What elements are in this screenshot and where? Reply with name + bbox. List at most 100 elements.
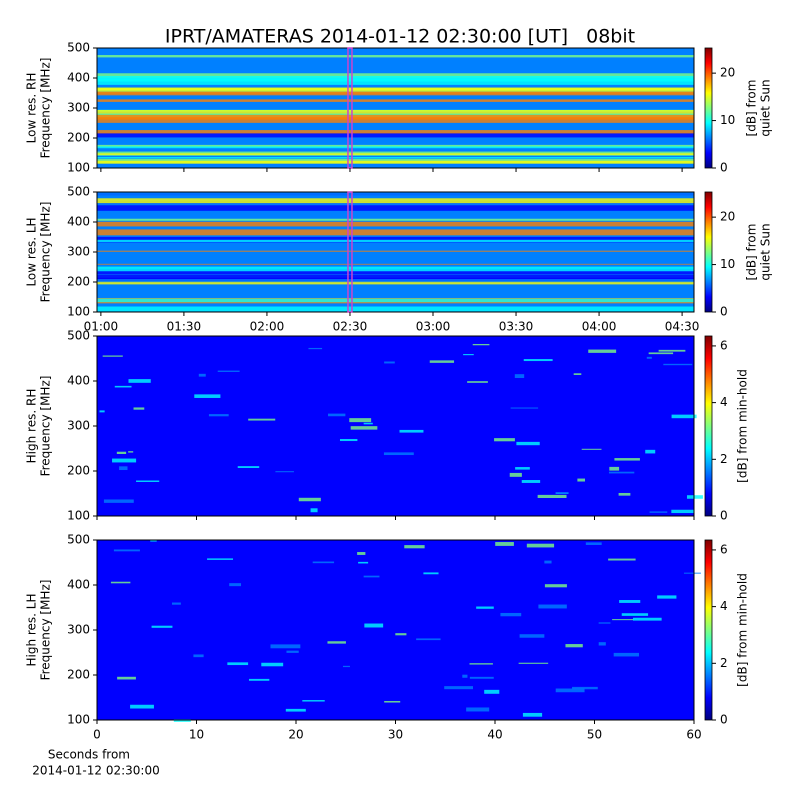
- spectrogram-texture: [349, 418, 372, 423]
- spectrogram-texture: [97, 130, 694, 134]
- spectrogram-texture: [97, 236, 694, 243]
- spectrogram-texture: [261, 662, 284, 667]
- spectrogram-texture: [612, 619, 634, 621]
- spectrogram-image: [97, 336, 694, 516]
- spectrogram-texture: [519, 634, 545, 638]
- colorbar-tick-label: 4: [720, 599, 728, 613]
- colorbar-tick-label: 20: [720, 210, 735, 224]
- colorbar-label: [dB] from: [745, 80, 759, 137]
- spectrogram-texture: [619, 600, 641, 603]
- spectrogram-texture: [286, 650, 299, 653]
- spectrogram-texture: [646, 356, 652, 359]
- spectrogram-texture: [102, 355, 123, 357]
- spectrogram-texture: [119, 466, 128, 471]
- spectrogram-texture: [97, 250, 694, 252]
- y-tick-label: 300: [67, 419, 90, 433]
- colorbar: [704, 47, 713, 169]
- spectrogram-texture: [658, 349, 686, 352]
- spectrogram-texture: [248, 678, 270, 681]
- spectrogram-texture: [518, 662, 549, 664]
- spectrogram-texture: [423, 572, 439, 575]
- spectrogram-texture: [97, 73, 694, 78]
- spectrogram-texture: [358, 561, 369, 564]
- y-axis-label: Frequency [MHz]: [39, 580, 53, 681]
- spectrogram-texture: [598, 642, 606, 646]
- spectrogram-texture: [97, 300, 694, 306]
- spectrogram-texture: [363, 422, 373, 425]
- y-tick-label: 500: [67, 41, 90, 55]
- spectrogram-texture: [416, 638, 441, 641]
- x-tick-label: 50: [587, 728, 602, 742]
- spectrogram-texture: [193, 654, 204, 658]
- spectrogram-texture: [97, 198, 694, 204]
- colorbar-label: quiet Sun: [759, 223, 773, 280]
- spectrogram-texture: [117, 676, 136, 680]
- spectrogram-texture: [522, 712, 543, 717]
- y-tick-label: 500: [67, 533, 90, 547]
- spectrogram-texture: [648, 352, 674, 355]
- spectrogram-texture: [97, 229, 694, 236]
- spectrogram-texture: [581, 448, 602, 450]
- colorbar-label: [dB] from min-hold: [736, 369, 750, 483]
- spectrogram-texture: [113, 549, 140, 552]
- spectrogram-texture: [97, 99, 694, 102]
- colorbar-tick-label: 2: [720, 452, 728, 466]
- spectrogram-texture: [494, 438, 515, 442]
- spectrogram-texture: [112, 458, 137, 463]
- spectrogram-texture: [469, 676, 494, 679]
- spectrogram-texture: [404, 545, 425, 549]
- y-tick-label: 100: [67, 305, 90, 319]
- spectrogram-texture: [275, 471, 294, 473]
- spectrogram-texture: [227, 662, 249, 666]
- x-tick-label: 04:30: [665, 320, 700, 334]
- spectrogram-texture: [399, 429, 424, 433]
- spectrogram-texture: [133, 407, 145, 410]
- y-tick-label: 200: [67, 275, 90, 289]
- y-axis-label: Low res. LH: [25, 217, 39, 286]
- y-axis-label: Frequency [MHz]: [39, 58, 53, 159]
- x-tick-label: 04:00: [582, 320, 617, 334]
- spectrogram-texture: [573, 373, 582, 375]
- spectrogram-texture: [608, 471, 635, 474]
- colorbar-label: [dB] from: [745, 224, 759, 281]
- x-tick-label: 02:30: [333, 320, 368, 334]
- y-tick-label: 400: [67, 374, 90, 388]
- spectrogram-texture: [526, 543, 555, 548]
- y-axis-label: Frequency [MHz]: [39, 376, 53, 477]
- spectrogram-texture: [500, 612, 522, 617]
- spectrogram-texture: [523, 359, 553, 362]
- spectrogram-texture: [649, 511, 668, 513]
- spectrogram-texture: [466, 707, 490, 712]
- spectrogram-texture: [484, 689, 500, 694]
- spectrogram-texture: [97, 157, 694, 159]
- y-tick-label: 300: [67, 245, 90, 259]
- spectrogram-texture: [537, 494, 567, 499]
- spectrogram-texture: [555, 492, 569, 494]
- colorbar-tick-label: 0: [720, 305, 728, 319]
- spectrogram-texture: [308, 347, 323, 350]
- spectrogram-texture: [577, 478, 586, 482]
- spectrogram-texture: [467, 381, 488, 383]
- y-tick-label: 100: [67, 161, 90, 175]
- colorbar: [704, 191, 713, 313]
- spectrogram-texture: [97, 221, 694, 227]
- y-tick-label: 100: [67, 509, 90, 523]
- colorbar: [704, 539, 713, 721]
- spectrogram-texture: [97, 132, 694, 138]
- spectrogram-texture: [565, 644, 583, 648]
- spectrogram-texture: [495, 542, 514, 546]
- spectrogram-texture: [97, 239, 694, 242]
- spectrogram-texture: [339, 438, 358, 442]
- spectrogram-texture: [613, 652, 640, 657]
- y-tick-label: 300: [67, 623, 90, 637]
- spectrogram-texture: [97, 306, 694, 312]
- x-tick-label: 10: [189, 728, 204, 742]
- spectrogram-texture: [342, 665, 350, 668]
- spectrogram-texture: [609, 466, 620, 471]
- spectrogram-texture: [645, 449, 656, 454]
- spectrogram-texture: [476, 606, 494, 609]
- spectrogram-texture: [469, 663, 493, 665]
- x-tick-label: 60: [686, 728, 701, 742]
- spectrogram-texture: [207, 558, 234, 560]
- spectrogram-texture: [472, 343, 490, 346]
